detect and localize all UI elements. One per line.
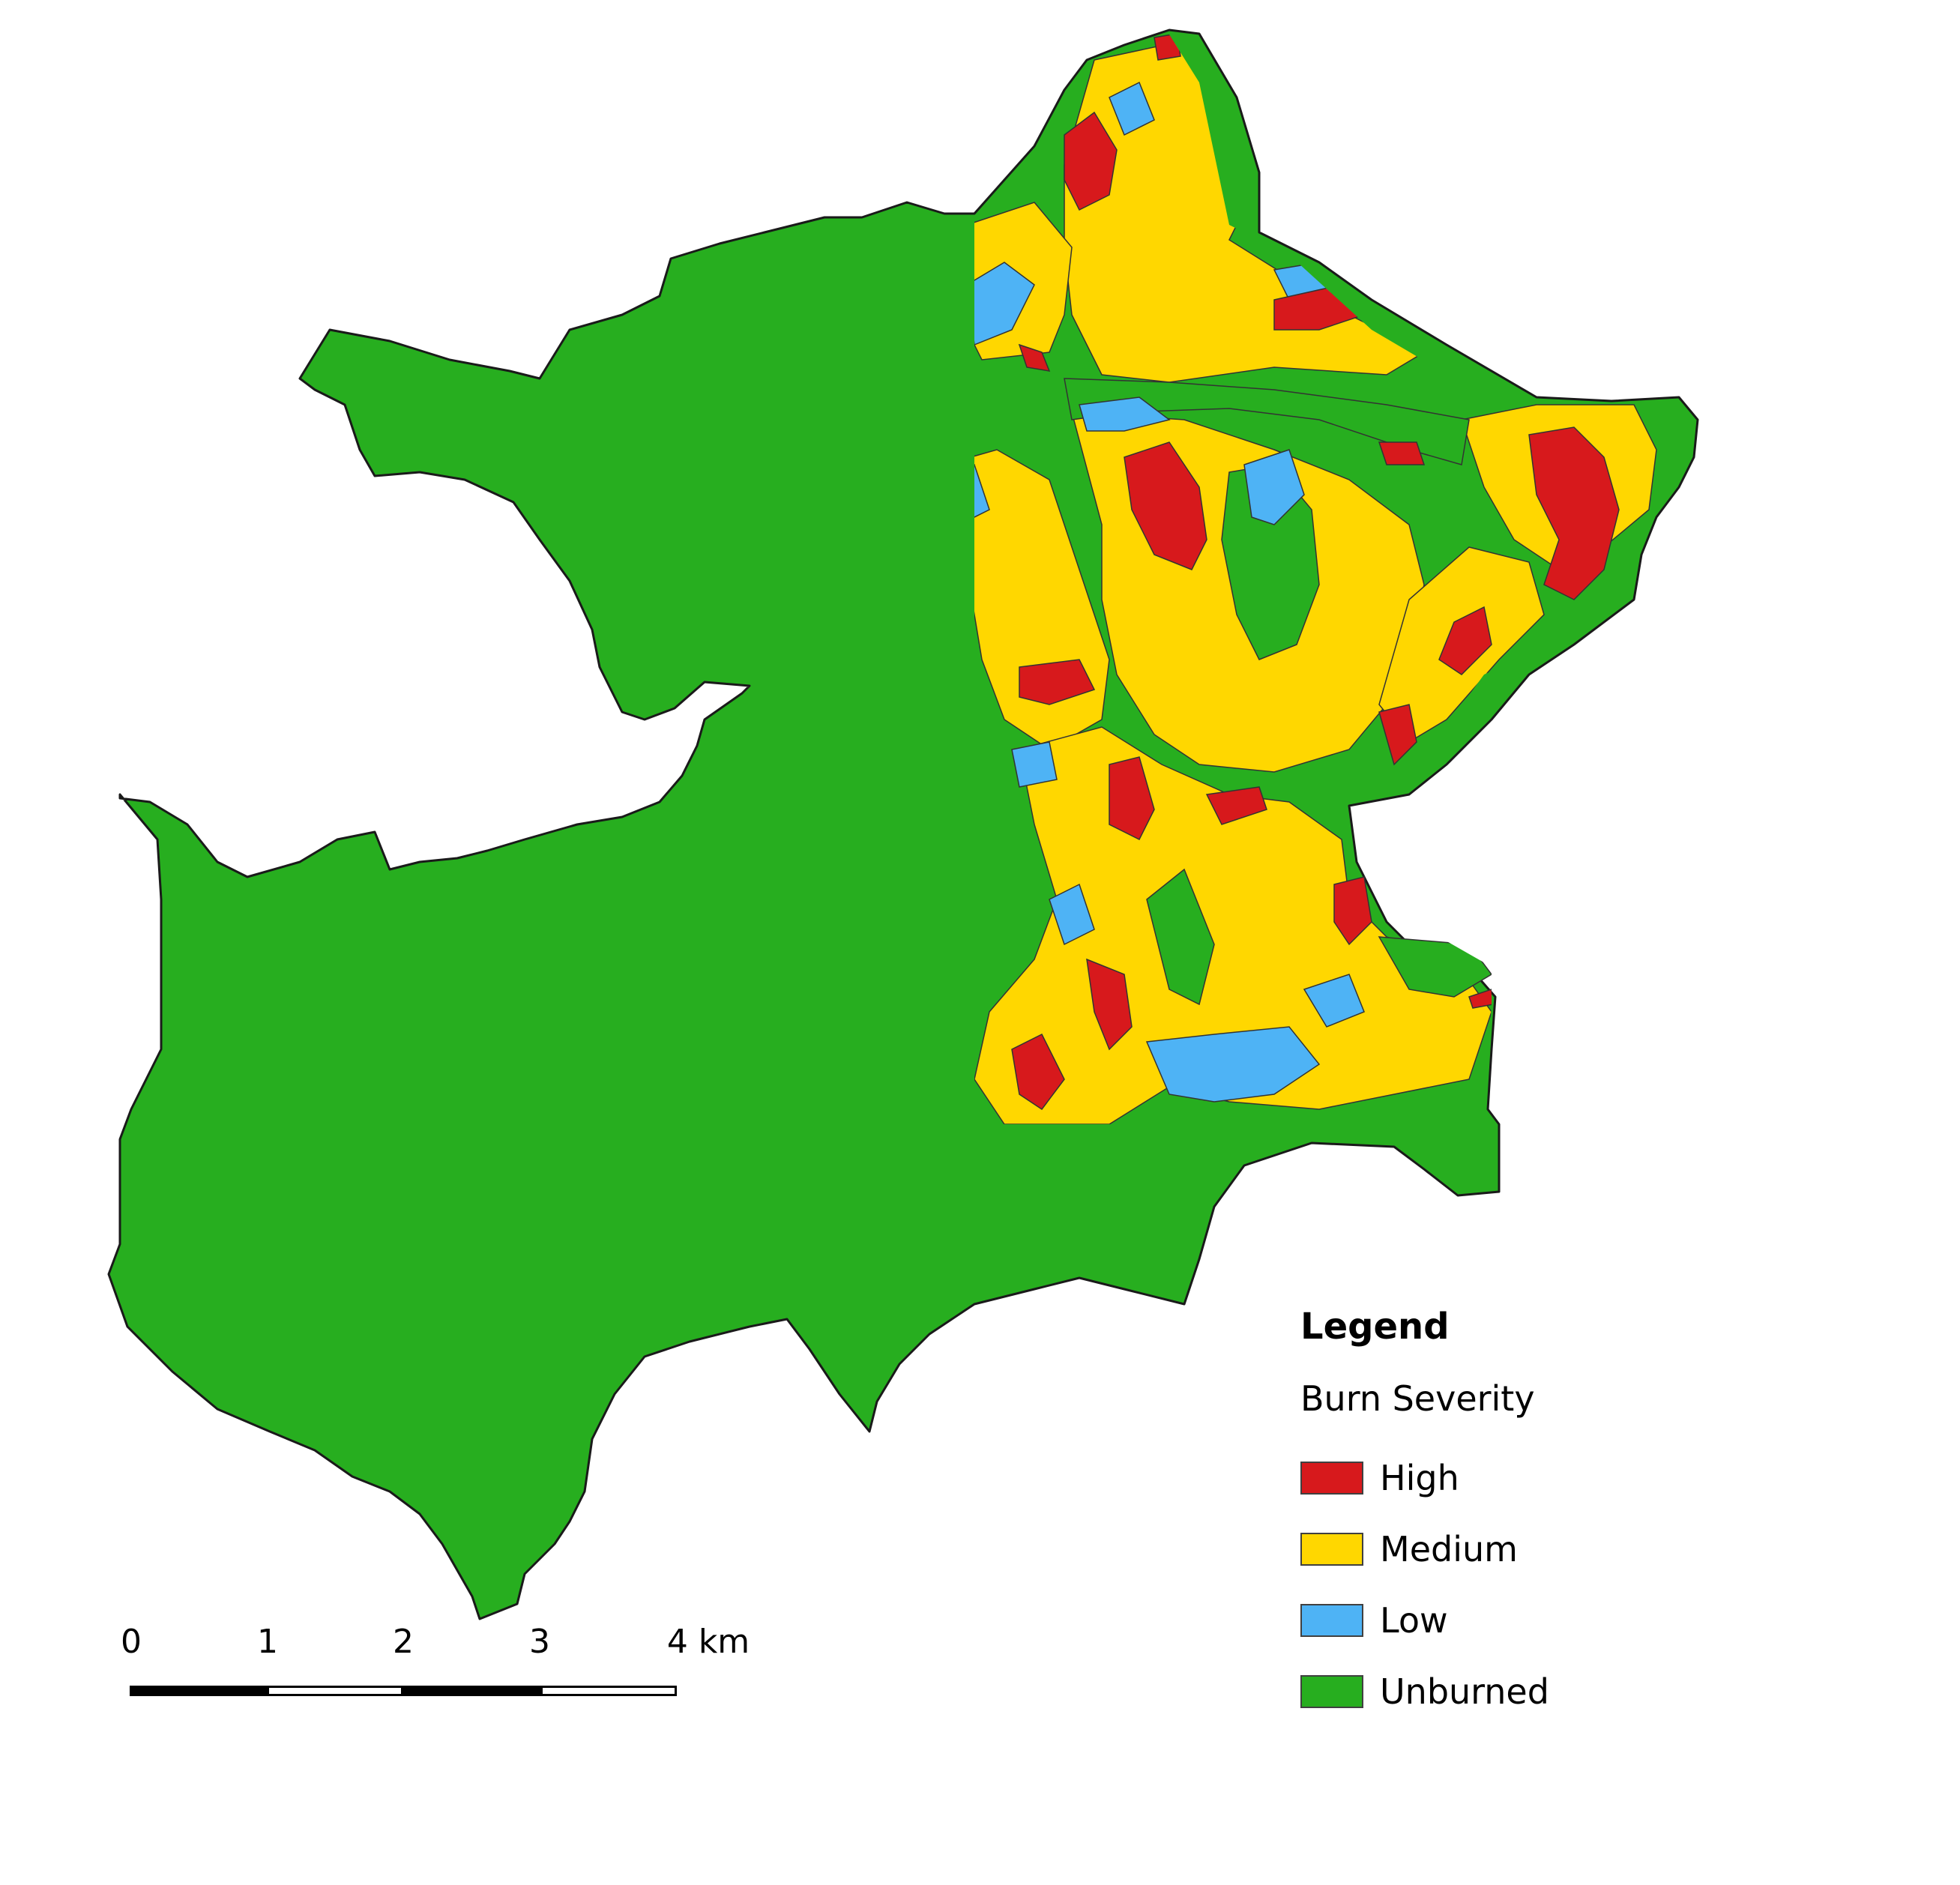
high-severity-patch (1205, 786, 1267, 825)
scale-bar: 0 1 2 3 4 km (121, 1623, 750, 1713)
high-severity-patch (1086, 958, 1133, 1051)
low-severity-patch (1049, 883, 1095, 946)
legend-item-medium: Medium (1300, 1513, 1750, 1584)
legend: Legend Burn Severity High Medium Low Unb… (1300, 1304, 1750, 1727)
legend-label-unburned: Unburned (1380, 1671, 1549, 1712)
low-severity-patch (1079, 396, 1171, 432)
low-severity-patch (1011, 741, 1058, 788)
legend-swatch-unburned (1300, 1674, 1363, 1708)
low-severity-patch (1243, 449, 1305, 525)
legend-swatch-medium (1300, 1532, 1363, 1566)
scale-tick-1: 1 (257, 1623, 278, 1661)
high-severity-patch (1438, 606, 1492, 675)
high-severity-patch (1019, 659, 1096, 705)
high-severity-patch (1333, 876, 1372, 946)
scale-segment-1 (130, 1686, 267, 1696)
scale-segment-4 (540, 1686, 677, 1696)
low-severity-patch (1109, 81, 1155, 136)
low-severity-patch (1303, 974, 1365, 1028)
scale-segment-2 (267, 1686, 403, 1696)
legend-swatch-low (1300, 1603, 1363, 1637)
scale-tick-2: 2 (393, 1623, 414, 1661)
legend-item-low: Low (1300, 1584, 1750, 1656)
high-severity-patch (1064, 111, 1118, 211)
legend-label-low: Low (1380, 1599, 1448, 1641)
low-severity-patch (1145, 1026, 1321, 1103)
high-severity-patch (1124, 441, 1207, 570)
legend-title: Legend (1300, 1306, 1450, 1348)
high-severity-patch (1378, 441, 1426, 465)
high-severity-patch (1378, 704, 1417, 766)
scale-segment-3 (403, 1686, 540, 1696)
high-severity-patch (1018, 343, 1051, 372)
low-severity-patch (974, 463, 990, 526)
scale-tick-0: 0 (121, 1623, 142, 1661)
legend-item-high: High (1300, 1442, 1750, 1513)
scale-tick-4: 4 km (666, 1623, 750, 1661)
low-severity-patch (974, 262, 1035, 346)
high-severity-patch (1109, 756, 1155, 841)
legend-label-high: High (1380, 1457, 1459, 1498)
high-severity-patch (1011, 1033, 1065, 1111)
watershed-unburned-area (107, 28, 1699, 1620)
unburned-gap (1146, 868, 1215, 1006)
legend-label-medium: Medium (1380, 1528, 1518, 1569)
burn-severity-patches (974, 33, 1657, 1124)
high-severity-patch (1528, 426, 1620, 600)
legend-swatch-high (1300, 1461, 1363, 1495)
legend-item-unburned: Unburned (1300, 1656, 1750, 1727)
legend-subtitle: Burn Severity (1300, 1378, 1535, 1419)
scale-tick-3: 3 (529, 1623, 550, 1661)
